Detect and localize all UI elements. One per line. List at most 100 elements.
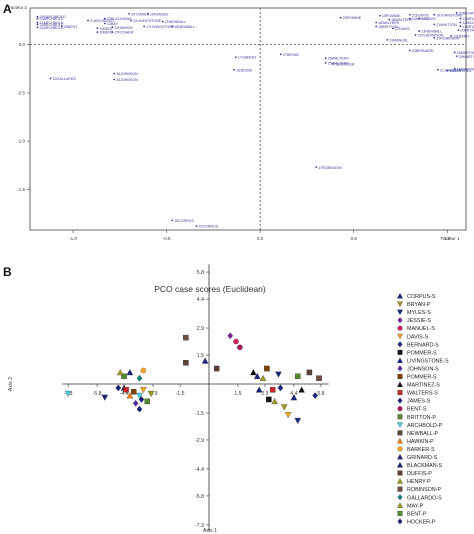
pco-plot: PCO case scores (Euclidean) -7.3 -5.8 -4.4 -…	[8, 264, 449, 534]
x-tick-label: 5.8	[317, 391, 324, 397]
data-point	[147, 390, 155, 397]
data-point	[136, 405, 143, 413]
point-label: 22ROBINSON	[436, 36, 460, 40]
x-tick-label: -1.0	[69, 236, 77, 241]
data-point	[459, 21, 462, 24]
plot-frame	[29, 7, 467, 231]
data-point	[453, 51, 456, 54]
data-point	[298, 386, 305, 393]
legend-marker	[397, 374, 403, 379]
x-tick-label: -0.5	[163, 236, 171, 241]
y-tick-label: 5.8	[197, 270, 204, 276]
point-label: 14MYLES	[412, 17, 429, 21]
legend-marker	[397, 292, 403, 299]
data-point	[96, 31, 99, 34]
legend-marker	[397, 349, 403, 355]
legend-label: BRITTON-P	[407, 415, 436, 421]
point-label: 21PLANTATION	[417, 34, 443, 38]
data-point	[433, 13, 436, 16]
data-point	[388, 18, 391, 21]
data-point	[332, 63, 335, 65]
point-label: 17LIVINGSTONE	[146, 25, 175, 29]
data-point	[306, 369, 313, 376]
legend-marker	[397, 414, 403, 420]
data-point	[227, 332, 234, 340]
point-label: 12MALVAN	[462, 21, 474, 25]
point-label: 19MANUEL	[389, 38, 408, 42]
legend-marker	[397, 381, 403, 388]
legend-label: BRYAN-P	[407, 302, 431, 308]
point-label: 21JOHNSON	[440, 68, 462, 72]
point-label: 35HOCKER	[335, 62, 355, 66]
legend-label: BENT-S	[407, 407, 427, 413]
data-point	[171, 25, 174, 28]
data-point	[316, 375, 322, 381]
data-point	[375, 25, 378, 28]
point-label: 17FOSHER	[114, 31, 133, 35]
legend-marker	[397, 325, 403, 331]
point-label: 20BENT	[99, 31, 113, 35]
point-label: 25MARTINEZ	[459, 55, 474, 59]
point-label: 17ROBINSON	[318, 166, 342, 170]
data-point	[113, 78, 116, 81]
point-label: 22BRYAN	[462, 17, 474, 21]
data-point	[264, 365, 270, 372]
point-label: 15JOHNSON	[116, 78, 138, 82]
data-point	[408, 13, 411, 16]
point-label: 21ARCHBOLD	[90, 19, 114, 23]
data-point	[103, 17, 106, 20]
data-point	[250, 369, 257, 376]
data-point	[339, 16, 342, 19]
y-tick-label: -2.9	[195, 438, 204, 444]
legend-label: GALLARDO-S	[407, 495, 442, 501]
point-label: 21NEWBALL	[165, 20, 186, 24]
x-axis-label: Axis 1	[203, 528, 217, 534]
data-point	[113, 72, 116, 75]
point-label: 19HJAMES	[150, 12, 169, 16]
data-point	[36, 17, 39, 20]
data-point	[255, 386, 263, 393]
data-point	[324, 62, 327, 64]
x-tick-label: 0.5	[351, 236, 358, 241]
legend-label: HOCKER-P	[407, 519, 436, 525]
legend-marker	[397, 309, 403, 316]
x-tick-label: 0.0	[257, 236, 264, 241]
point-label: 17GIBSON	[238, 56, 256, 60]
data-point	[269, 387, 276, 393]
data-point	[161, 20, 164, 23]
data-point	[64, 390, 72, 397]
data-point	[130, 388, 137, 395]
legend-marker	[397, 470, 403, 476]
y-tick-label: -5.8	[195, 494, 204, 500]
legend-marker	[397, 390, 403, 396]
legend-label: NEWBALL-P	[407, 431, 439, 437]
data-point	[281, 404, 288, 411]
data-point	[103, 22, 106, 25]
point-label: 20TJAMES	[131, 12, 150, 16]
y-axis-label: Axis 2	[8, 377, 14, 391]
point-label: 16MARTINEZ	[457, 51, 474, 55]
point-label: 16WALTERS	[391, 18, 413, 22]
point-label: 15BRITTON	[378, 25, 398, 29]
data-point	[144, 398, 150, 405]
point-label: 23BERNARD	[412, 49, 434, 53]
data-point	[312, 392, 318, 399]
y-tick-label: -4.4	[195, 467, 204, 473]
point-label: 23BRYAN	[459, 11, 474, 15]
y-axis-label: Facteur 2	[8, 5, 28, 10]
point-label: 13BAY	[107, 22, 119, 26]
data-point	[455, 55, 458, 58]
x-tick-label: 1.0	[444, 236, 451, 241]
point-label: 20CORRUS	[199, 225, 219, 229]
x-tick-label: 4.4	[290, 391, 297, 397]
data-point	[49, 77, 52, 80]
data-point	[453, 67, 456, 70]
data-point	[233, 338, 239, 345]
data-point	[201, 357, 209, 364]
data-point	[290, 394, 298, 401]
point-label: 21WHITTON	[436, 23, 457, 27]
panel-b-label: B	[3, 265, 12, 279]
point-label: 26SARCHBOLD	[39, 15, 66, 19]
data-point	[455, 11, 458, 14]
point-label: 23BLACKHAW	[107, 17, 132, 21]
